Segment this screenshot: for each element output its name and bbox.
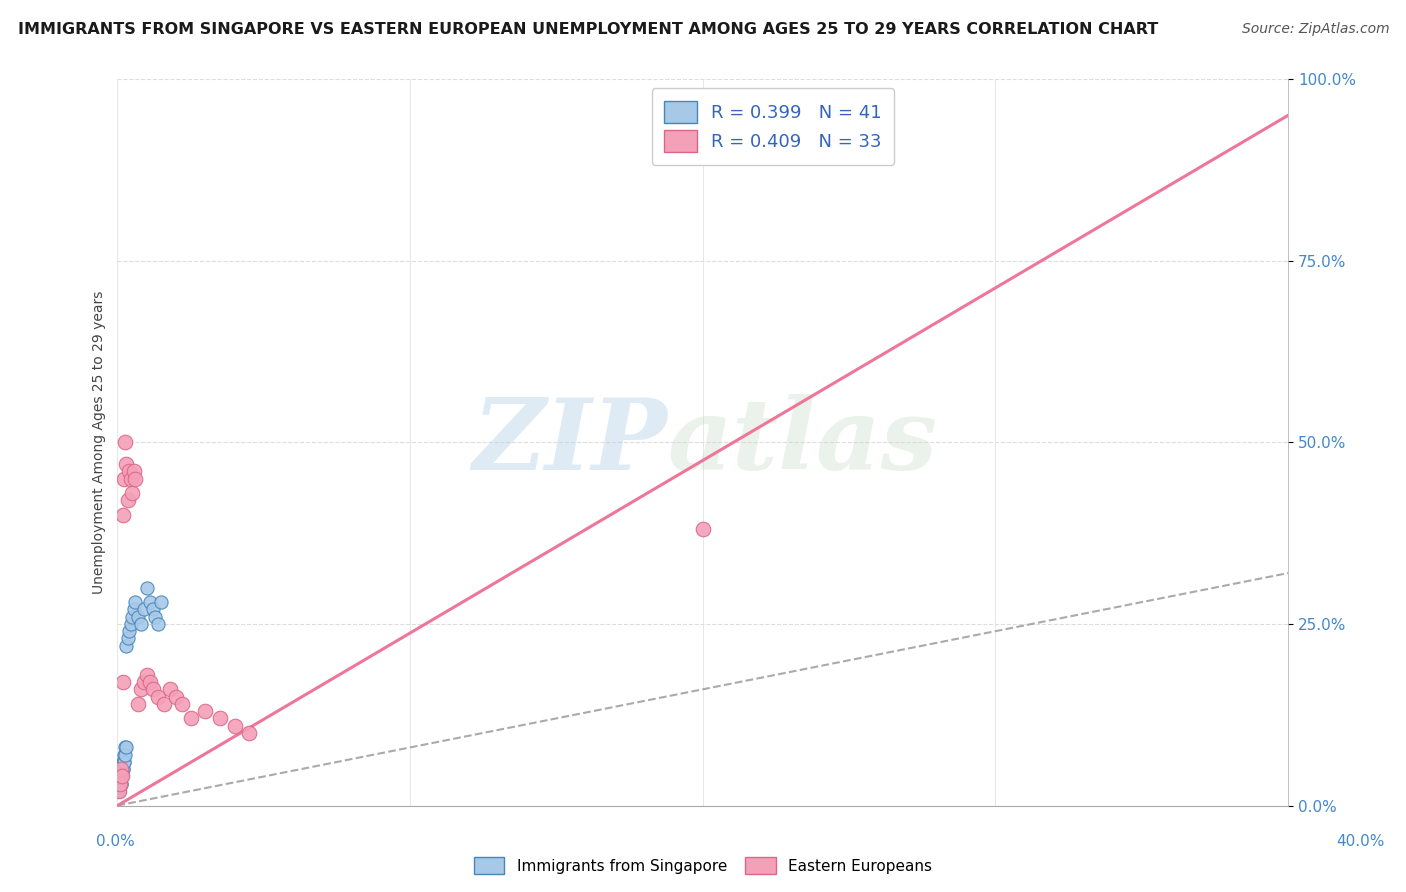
Point (150, 595, 173, 609)
Text: atlas: atlas (668, 394, 938, 491)
Point (121, 609, 143, 624)
Point (111, 762, 134, 776)
Point (108, 777, 131, 791)
Point (111, 755, 134, 769)
Point (107, 777, 129, 791)
Point (138, 675, 160, 690)
Legend: R = 0.399   N = 41, R = 0.409   N = 33: R = 0.399 N = 41, R = 0.409 N = 33 (651, 88, 894, 164)
Point (117, 493, 139, 508)
Point (124, 595, 146, 609)
Point (120, 472, 142, 486)
Point (115, 639, 138, 653)
Point (127, 609, 149, 624)
Point (112, 755, 135, 769)
Point (111, 770, 134, 784)
Point (118, 624, 141, 639)
Point (132, 675, 155, 690)
Point (142, 602, 165, 616)
Point (153, 697, 176, 711)
Point (132, 602, 155, 616)
Point (117, 632, 139, 646)
Point (170, 697, 193, 711)
Point (108, 784, 131, 798)
Point (112, 472, 135, 486)
Point (129, 616, 152, 631)
Point (180, 711, 202, 725)
Text: 40.0%: 40.0% (1337, 834, 1385, 849)
Point (224, 718, 246, 732)
Point (108, 770, 131, 784)
Point (108, 777, 131, 791)
Point (121, 486, 143, 500)
Legend: Immigrants from Singapore, Eastern Europeans: Immigrants from Singapore, Eastern Europ… (468, 851, 938, 880)
Point (110, 762, 132, 776)
Point (194, 704, 217, 718)
Point (111, 770, 134, 784)
Point (112, 747, 135, 762)
Point (148, 690, 170, 704)
Text: IMMIGRANTS FROM SINGAPORE VS EASTERN EUROPEAN UNEMPLOYMENT AMONG AGES 25 TO 29 Y: IMMIGRANTS FROM SINGAPORE VS EASTERN EUR… (18, 22, 1159, 37)
Point (127, 697, 149, 711)
Y-axis label: Unemployment Among Ages 25 to 29 years: Unemployment Among Ages 25 to 29 years (93, 291, 107, 594)
Point (145, 609, 167, 624)
Point (107, 784, 129, 798)
Point (118, 464, 141, 478)
Point (238, 726, 260, 740)
Point (108, 777, 131, 791)
Point (111, 762, 134, 776)
Point (159, 682, 181, 697)
Point (124, 472, 146, 486)
Point (112, 755, 135, 769)
Point (110, 770, 132, 784)
Point (108, 770, 131, 784)
Point (165, 690, 187, 704)
Point (107, 784, 129, 798)
Point (114, 740, 136, 755)
Point (129, 682, 152, 697)
Point (114, 740, 136, 755)
Point (111, 762, 134, 776)
Point (692, 523, 714, 537)
Point (115, 457, 138, 471)
Text: ZIP: ZIP (472, 394, 668, 491)
Point (114, 435, 136, 450)
Point (148, 616, 170, 631)
Point (135, 667, 157, 681)
Point (110, 777, 132, 791)
Point (135, 581, 157, 595)
Point (142, 682, 165, 697)
Point (120, 616, 142, 631)
Text: Source: ZipAtlas.com: Source: ZipAtlas.com (1241, 22, 1389, 37)
Point (111, 508, 134, 522)
Point (122, 464, 145, 478)
Point (114, 747, 136, 762)
Point (108, 784, 131, 798)
Point (110, 770, 132, 784)
Point (112, 762, 135, 776)
Point (122, 602, 145, 616)
Point (110, 770, 132, 784)
Text: 0.0%: 0.0% (96, 834, 135, 849)
Point (110, 777, 132, 791)
Point (110, 777, 132, 791)
Point (208, 711, 231, 725)
Point (138, 595, 160, 609)
Point (112, 675, 135, 690)
